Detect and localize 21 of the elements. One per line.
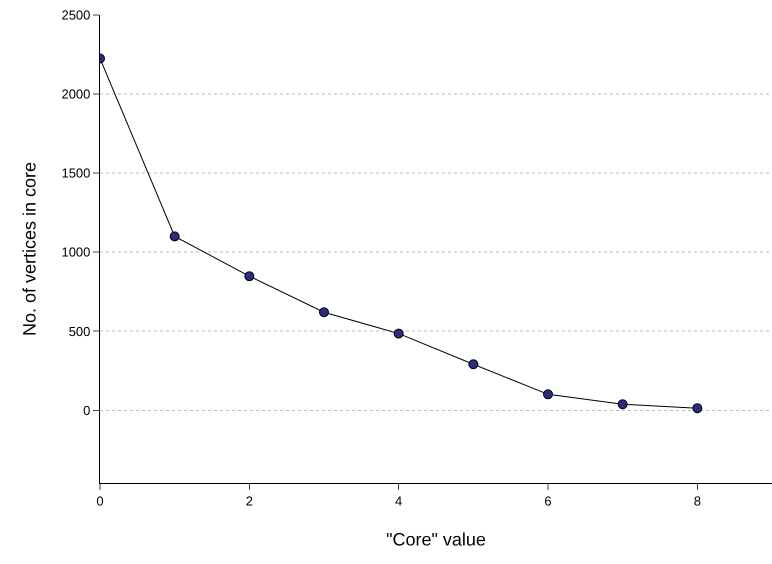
y-tick-label: 1000 bbox=[61, 244, 90, 260]
point bbox=[692, 403, 702, 414]
y-tick-label: 2500 bbox=[61, 8, 90, 23]
x-tick-label: 2 bbox=[246, 494, 253, 509]
point bbox=[244, 271, 254, 282]
y-axis-title: No. of vertices in core bbox=[20, 162, 40, 336]
y-tick-label: 2000 bbox=[61, 86, 90, 102]
point bbox=[543, 389, 553, 400]
point bbox=[618, 399, 628, 410]
y-tick-label: 1500 bbox=[61, 166, 90, 181]
x-tick-label: 0 bbox=[96, 494, 104, 509]
point bbox=[394, 328, 404, 339]
y-tick-label: 500 bbox=[68, 324, 90, 339]
x-tick-label: 6 bbox=[544, 494, 552, 509]
point bbox=[468, 359, 478, 370]
y-tick-label: 0 bbox=[83, 402, 90, 418]
x-tick-label: 8 bbox=[694, 494, 701, 509]
point bbox=[170, 231, 180, 242]
x-axis-title: "Core" value bbox=[386, 530, 486, 550]
x-tick-label: 4 bbox=[395, 494, 402, 509]
point bbox=[319, 307, 329, 318]
